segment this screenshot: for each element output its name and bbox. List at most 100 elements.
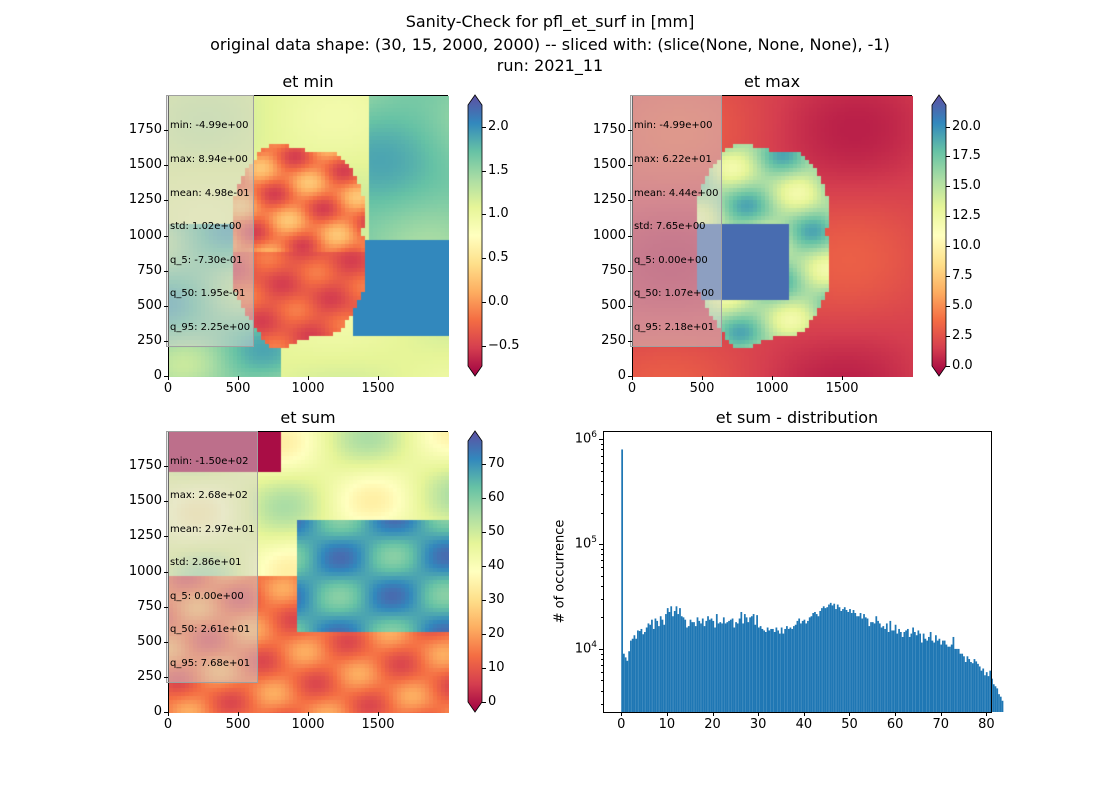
histogram-bar	[733, 627, 736, 712]
stat-line: mean: 4.98e-01	[170, 187, 250, 199]
histogram-bar	[786, 626, 788, 712]
stat-line: q_5: -7.30e-01	[170, 254, 243, 266]
histogram-bar	[752, 614, 755, 712]
et-sum-x-tick-label: 1500	[361, 717, 395, 732]
figure-title-line3: run: 2021_11	[496, 56, 604, 75]
histogram-bar	[912, 627, 914, 712]
histogram-bar	[985, 672, 988, 712]
et-max-cbar-tick-label: 2.5	[952, 328, 973, 344]
et-max-x-tick-label: 1500	[825, 381, 859, 396]
histogram-bar	[842, 609, 844, 712]
histogram-bar	[942, 640, 944, 712]
et-sum-cbar-tick-label: 40	[488, 558, 505, 574]
et-sum-y-tick-label: 750	[137, 598, 162, 614]
et-max-cbar-tick-mark	[946, 306, 950, 308]
histogram-bar	[754, 624, 757, 712]
et-max-cbar-tick-label: 20.0	[952, 118, 981, 134]
histogram-bar	[707, 616, 709, 712]
histogram-bar	[824, 608, 827, 712]
histogram-bar	[773, 631, 776, 712]
distribution-y-minor-tick	[601, 470, 603, 472]
histogram-bar	[959, 653, 962, 712]
histogram-bar	[731, 618, 734, 712]
histogram-bar	[712, 620, 715, 712]
et-max-y-tick-label: 250	[601, 332, 626, 348]
histogram-bar	[938, 638, 941, 712]
stat-line: min: -1.50e+02	[170, 456, 249, 468]
et-min-y-tick-mark	[164, 270, 168, 272]
histogram-bar	[630, 640, 632, 712]
et-sum-cbar-tick-mark	[482, 464, 486, 466]
histogram-bar	[826, 607, 829, 712]
histogram-bar	[693, 622, 695, 712]
stat-line: min: -4.99e+00	[170, 120, 249, 132]
et-max-cbar-tick-mark	[946, 216, 950, 218]
et-max-y-tick-label: 0	[617, 368, 626, 383]
histogram-bar	[696, 617, 699, 712]
histogram-bar	[885, 623, 888, 712]
et-max-cbar-tick-label: 10.0	[952, 238, 981, 254]
stat-line: std: 7.65e+00	[634, 221, 706, 233]
histogram-bar	[836, 604, 839, 712]
et-min-x-tick-mark	[308, 376, 309, 380]
histogram-bar	[906, 628, 909, 712]
histogram-bar	[996, 688, 999, 712]
histogram-bar	[684, 619, 687, 712]
histogram-bar	[989, 670, 992, 712]
histogram-bar	[803, 619, 806, 712]
histogram-bar	[644, 631, 646, 712]
et-sum-y-tick-label: 0	[153, 704, 162, 719]
distribution-x-tick-mark	[758, 712, 760, 716]
distribution-y-minor-tick	[601, 449, 603, 451]
et-min-cbar-tick-mark	[482, 214, 486, 216]
et-min-y-tick-label: 1000	[128, 227, 162, 243]
distribution-y-minor-tick	[601, 444, 603, 446]
histogram-bar	[877, 620, 879, 712]
histogram-bar	[933, 642, 936, 712]
histogram-bar	[645, 627, 648, 712]
histogram-bar	[728, 620, 730, 712]
et-max-y-tick-mark	[628, 340, 632, 342]
histogram-bar	[726, 622, 729, 712]
et-max-x-tick-label: 500	[689, 381, 715, 396]
histogram-bar	[735, 622, 737, 712]
histogram-bar	[992, 684, 995, 712]
histogram-bar	[1001, 700, 1004, 712]
et-min-y-tick-label: 250	[137, 332, 162, 348]
et-sum-cbar-tick-label: 30	[488, 592, 505, 608]
stat-line: q_95: 7.68e+01	[170, 658, 251, 670]
histogram-bar	[926, 640, 929, 712]
stat-line: q_95: 2.25e+00	[170, 322, 251, 334]
et-sum-x-tick-mark	[378, 712, 379, 716]
et-min-y-tick-label: 0	[153, 368, 162, 383]
distribution-y-tick-exponent: 4	[591, 639, 597, 650]
et-max-y-tick-mark	[628, 130, 632, 132]
histogram-bar	[894, 624, 897, 712]
distribution-frame	[603, 431, 992, 713]
et-max-x-tick-label: 0	[627, 381, 637, 396]
stat-line: mean: 4.44e+00	[634, 187, 719, 199]
distribution-y-minor-tick	[601, 554, 603, 556]
histogram-bar	[759, 626, 762, 712]
distribution-y-minor-tick	[601, 575, 603, 577]
distribution-x-tick-mark	[895, 712, 897, 716]
histogram-bar	[766, 627, 769, 712]
stat-line: q_5: 0.00e+00	[634, 254, 708, 266]
histogram-bar	[740, 611, 743, 712]
histogram-bar	[647, 623, 650, 712]
distribution-y-minor-tick	[601, 617, 603, 619]
histogram-bar	[808, 617, 811, 712]
distribution-x-tick-label: 40	[795, 717, 813, 732]
et-sum-cbar-tick-mark	[482, 498, 486, 500]
et-sum-cbar-tick-label: 10	[488, 660, 505, 676]
histogram-bar	[817, 616, 820, 712]
histogram-bar	[654, 618, 657, 712]
et-sum-cbar-tick-label: 50	[488, 524, 505, 540]
et-sum-stats-box: min: -1.50e+02 max: 2.68e+02 mean: 2.97e…	[166, 431, 259, 684]
histogram-bar	[679, 608, 681, 712]
histogram-bar	[708, 619, 711, 712]
histogram-bar	[742, 623, 744, 712]
histogram-bar	[868, 626, 871, 712]
distribution-y-tick-label: 106	[574, 430, 597, 447]
et-sum-y-tick-label: 500	[137, 633, 162, 649]
